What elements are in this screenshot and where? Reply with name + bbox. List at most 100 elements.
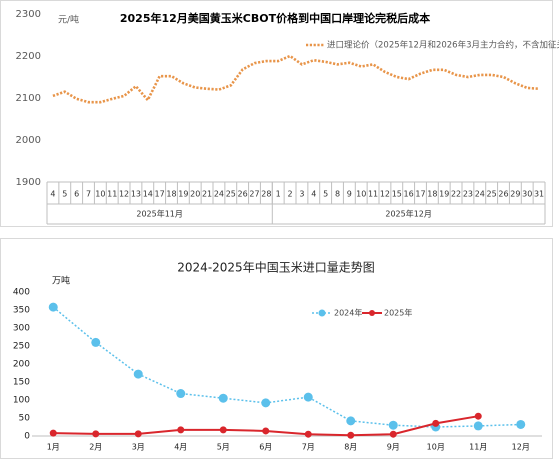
point [304,430,312,438]
x-tick-label: 22 [451,190,461,199]
x-tick-label: 6月 [259,443,272,452]
x-tick-label: 10月 [427,443,445,452]
y-tick-label: 50 [19,414,31,424]
x-tick-label: 26 [238,190,248,199]
x-tick-label: 7 [86,190,91,199]
x-tick-label: 2 [288,190,293,199]
legend-marker [318,309,326,317]
point [48,302,58,312]
x-tick-label: 19 [439,190,449,199]
chart-title: 2024-2025年中国玉米进口量走势图 [177,260,374,275]
point [133,369,143,379]
y-axis-label: 元/吨 [58,14,79,26]
point [347,431,355,439]
x-tick-label: 30 [522,190,532,199]
y-tick-label: 2100 [16,93,41,104]
y-axis-label: 万吨 [52,275,70,287]
point [49,429,57,437]
point [219,426,227,434]
series-line [52,54,540,104]
x-tick-label: 3月 [132,443,145,452]
point [346,416,356,426]
x-tick-label: 6 [74,190,79,199]
x-tick-label: 4 [311,190,316,199]
x-tick-label: 11 [368,190,378,199]
x-tick-label: 28 [261,190,271,199]
y-tick-label: 300 [13,324,30,334]
legend-marker [369,310,375,316]
legend-label: 2024年 [334,308,362,318]
x-tick-label: 1月 [47,443,60,452]
point [91,337,101,347]
legend-label: 2025年 [384,308,412,318]
y-tick-label: 2000 [16,135,41,146]
group-label: 2025年11月 [136,209,183,219]
y-tick-label: 0 [24,432,30,442]
x-tick-label: 31 [534,190,544,199]
x-tick-label: 10 [95,190,105,199]
point [474,412,482,420]
point [261,398,271,408]
x-tick-label: 15 [392,190,402,199]
series-line [52,306,521,428]
x-tick-label: 5 [323,190,328,199]
group-label: 2025年12月 [385,209,432,219]
x-tick-label: 4月 [174,443,187,452]
x-tick-label: 17 [155,190,165,199]
x-tick-label: 25 [226,190,236,199]
x-tick-label: 11月 [469,443,487,452]
x-tick-label: 5月 [217,443,230,452]
x-tick-label: 24 [475,190,485,199]
x-tick-label: 7月 [302,443,315,452]
point [516,419,526,429]
point [432,419,440,427]
y-tick-label: 2200 [16,51,41,62]
x-tick-label: 8 [335,190,340,199]
x-tick-label: 23 [463,190,473,199]
point [134,430,142,438]
x-tick-label: 4 [50,190,55,199]
x-tick-label: 16 [404,190,414,199]
chart-frame [0,0,553,227]
point [388,420,398,430]
point [389,430,397,438]
point [92,430,100,438]
chart-frame [0,238,553,459]
x-tick-label: 12月 [512,443,530,452]
x-tick-label: 26 [498,190,508,199]
point [177,426,185,434]
x-tick-label: 19 [178,190,188,199]
y-tick-label: 2300 [16,9,41,20]
x-tick-label: 24 [214,190,224,199]
x-tick-label: 17 [415,190,425,199]
x-tick-label: 9月 [387,443,400,452]
x-tick-label: 18 [427,190,437,199]
y-tick-label: 400 [13,288,30,298]
x-tick-label: 8月 [344,443,357,452]
x-tick-label: 12 [380,190,390,199]
point [303,392,313,402]
x-tick-label: 3 [299,190,304,199]
y-tick-label: 1900 [16,177,41,188]
y-tick-label: 100 [13,396,30,406]
legend-label: 进口理论价（2025年12月和2026年3月主力合约，不含加征关税) [327,40,559,51]
x-tick-label: 14 [143,190,153,199]
y-tick-label: 350 [13,306,30,316]
x-tick-label: 21 [202,190,212,199]
point [473,421,483,431]
point [218,393,228,403]
x-tick-label: 13 [131,190,141,199]
point [176,389,186,399]
x-tick-label: 27 [249,190,259,199]
x-tick-label: 9 [347,190,352,199]
y-tick-label: 250 [13,342,30,352]
y-tick-label: 200 [13,360,30,370]
x-tick-label: 2月 [89,443,102,452]
x-tick-label: 25 [487,190,497,199]
x-tick-label: 12 [119,190,129,199]
x-tick-label: 10 [356,190,366,199]
x-tick-label: 11 [107,190,117,199]
chart-title: 2025年12月美国黄玉米CBOT价格到中国口岸理论完税后成本 [120,11,430,25]
x-tick-label: 20 [190,190,200,199]
